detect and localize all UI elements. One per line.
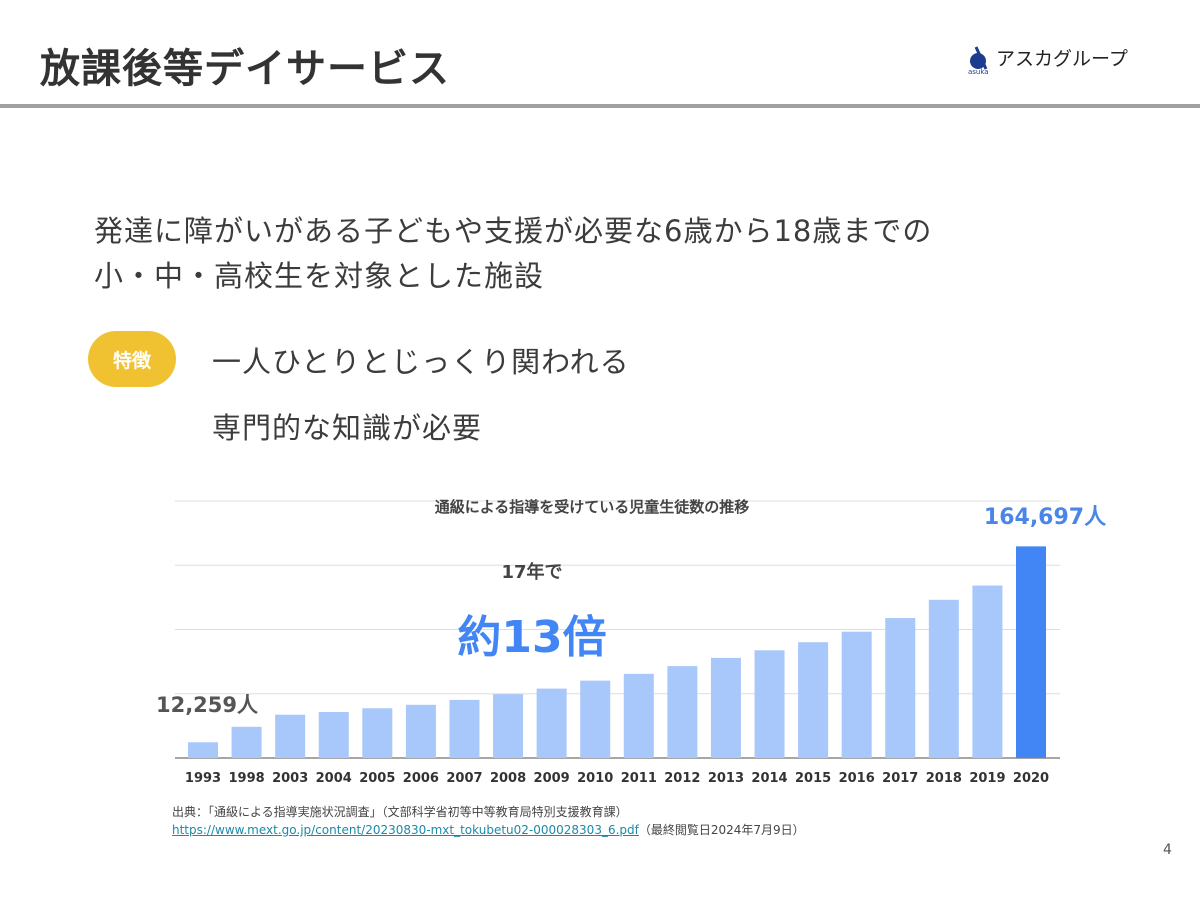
first-value-label: 12,259人	[156, 693, 258, 717]
x-tick-label: 1993	[185, 771, 221, 786]
x-tick-label: 2007	[446, 771, 482, 786]
x-tick-label: 2009	[534, 771, 570, 786]
x-tick-label: 2016	[839, 771, 875, 786]
x-tick-label: 2005	[359, 771, 395, 786]
logo-sub: asuka	[968, 68, 989, 76]
bar-chart: 1993 1998 2003 2004 2005 2006 2007 2008 2009 2010…	[156, 498, 1106, 786]
lead-line-2: 小・中・高校生を対象とした施設	[94, 259, 545, 293]
bar-2004	[318, 711, 349, 758]
bar-2009	[536, 688, 567, 758]
feature-item-2: 専門的な知識が必要	[212, 411, 483, 445]
x-tick-label: 2019	[969, 771, 1005, 786]
bar-2011	[623, 673, 654, 758]
x-tick-label: 1998	[228, 771, 264, 786]
bar-2016	[841, 631, 872, 758]
x-tick-label: 2020	[1013, 771, 1049, 786]
x-tick-label: 2015	[795, 771, 831, 786]
x-tick-label: 2011	[621, 771, 657, 786]
x-tick-label: 2018	[926, 771, 962, 786]
x-tick-label: 2003	[272, 771, 308, 786]
header-divider	[0, 104, 1200, 108]
last-value-label: 164,697人	[984, 505, 1106, 530]
lead-line-1: 発達に障がいがある子どもや支援が必要な6歳から18歳までの	[94, 214, 933, 248]
bar-2014	[754, 650, 785, 758]
x-tick-label: 2004	[316, 771, 352, 786]
source-citation: 出典：「通級による指導実施状況調査」（文部科学省初等中等教育局特別支援教育課）	[172, 805, 628, 819]
bar-2013	[710, 657, 741, 758]
source-accessed: （最終閲覧日2024年7月9日）	[638, 823, 805, 837]
bar-2012	[667, 666, 698, 758]
x-tick-label: 2012	[664, 771, 700, 786]
bar-2015	[798, 642, 829, 758]
x-tick-label: 2006	[403, 771, 439, 786]
page-title: 放課後等デイサービス	[40, 46, 450, 92]
bar-1998	[231, 726, 262, 758]
source-link[interactable]: https://www.mext.go.jp/content/20230830-…	[172, 823, 639, 837]
x-tick-label: 2017	[882, 771, 918, 786]
bar-2020	[1016, 546, 1046, 758]
bar-2006	[405, 704, 436, 758]
bar-2019	[972, 585, 1003, 758]
x-tick-label: 2010	[577, 771, 613, 786]
logo-text: アスカグループ	[996, 48, 1128, 70]
bar-2003	[275, 714, 306, 758]
page-number: 4	[1163, 842, 1172, 858]
bar-2008	[493, 694, 524, 758]
feature-badge: 特徴	[88, 331, 176, 387]
bar-2005	[362, 708, 393, 758]
x-tick-label: 2014	[751, 771, 787, 786]
company-logo: アスカグループ asuka	[968, 44, 1128, 76]
feature-item-1: 一人ひとりとじっくり関われる	[212, 345, 630, 379]
bar-1993	[188, 742, 218, 758]
bar-2010	[580, 680, 611, 758]
annotation-small: 17年で	[501, 561, 562, 583]
bar-2007	[449, 699, 480, 758]
bar-2018	[928, 599, 959, 758]
bar-2017	[885, 618, 916, 758]
chart-title: 通級による指導を受けている児童生徒数の推移	[435, 498, 750, 516]
annotation-big: 約13倍	[457, 612, 606, 663]
logo-mark-icon	[970, 45, 988, 70]
x-tick-label: 2008	[490, 771, 526, 786]
x-tick-label: 2013	[708, 771, 744, 786]
